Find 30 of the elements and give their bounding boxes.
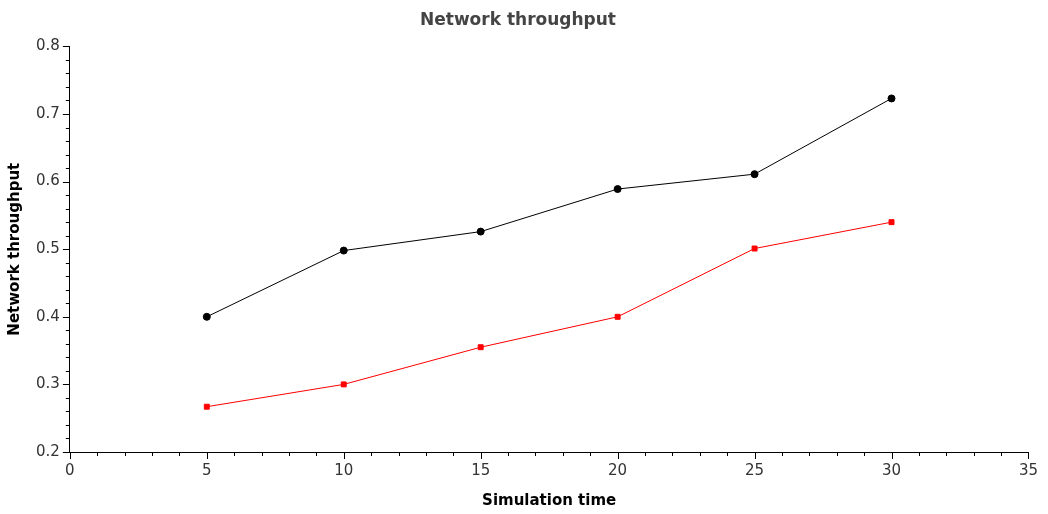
y-axis-title: Network throughput <box>4 162 23 336</box>
point <box>614 313 621 320</box>
y-tick-label: 0.7 <box>36 103 60 122</box>
chart-title: Network throughput <box>420 8 616 29</box>
x-tick-label: 30 <box>881 460 902 479</box>
y-tick-label: 0.4 <box>36 306 60 325</box>
point <box>203 403 210 410</box>
point <box>477 344 484 351</box>
y-tick-label: 0.3 <box>36 374 60 393</box>
x-tick-label: 20 <box>608 460 628 479</box>
x-tick-label: 0 <box>65 460 75 479</box>
point <box>887 94 896 103</box>
point <box>339 246 348 255</box>
point <box>340 381 347 388</box>
y-tick-label: 0.5 <box>36 239 60 258</box>
x-tick-label: 15 <box>471 460 491 479</box>
x-tick-label: 10 <box>334 460 354 479</box>
y-tick-label: 0.6 <box>36 171 60 190</box>
x-tick-label: 25 <box>745 460 765 479</box>
point <box>750 170 759 179</box>
point <box>476 227 485 236</box>
point <box>613 185 622 194</box>
y-tick-label: 0.2 <box>36 441 60 460</box>
x-tick-label: 5 <box>202 460 212 479</box>
y-tick-label: 0.8 <box>36 36 60 55</box>
x-tick-label: 35 <box>1018 460 1038 479</box>
x-axis-title: Simulation time <box>482 490 617 509</box>
point <box>751 245 758 252</box>
point <box>888 219 895 226</box>
point <box>202 312 211 321</box>
